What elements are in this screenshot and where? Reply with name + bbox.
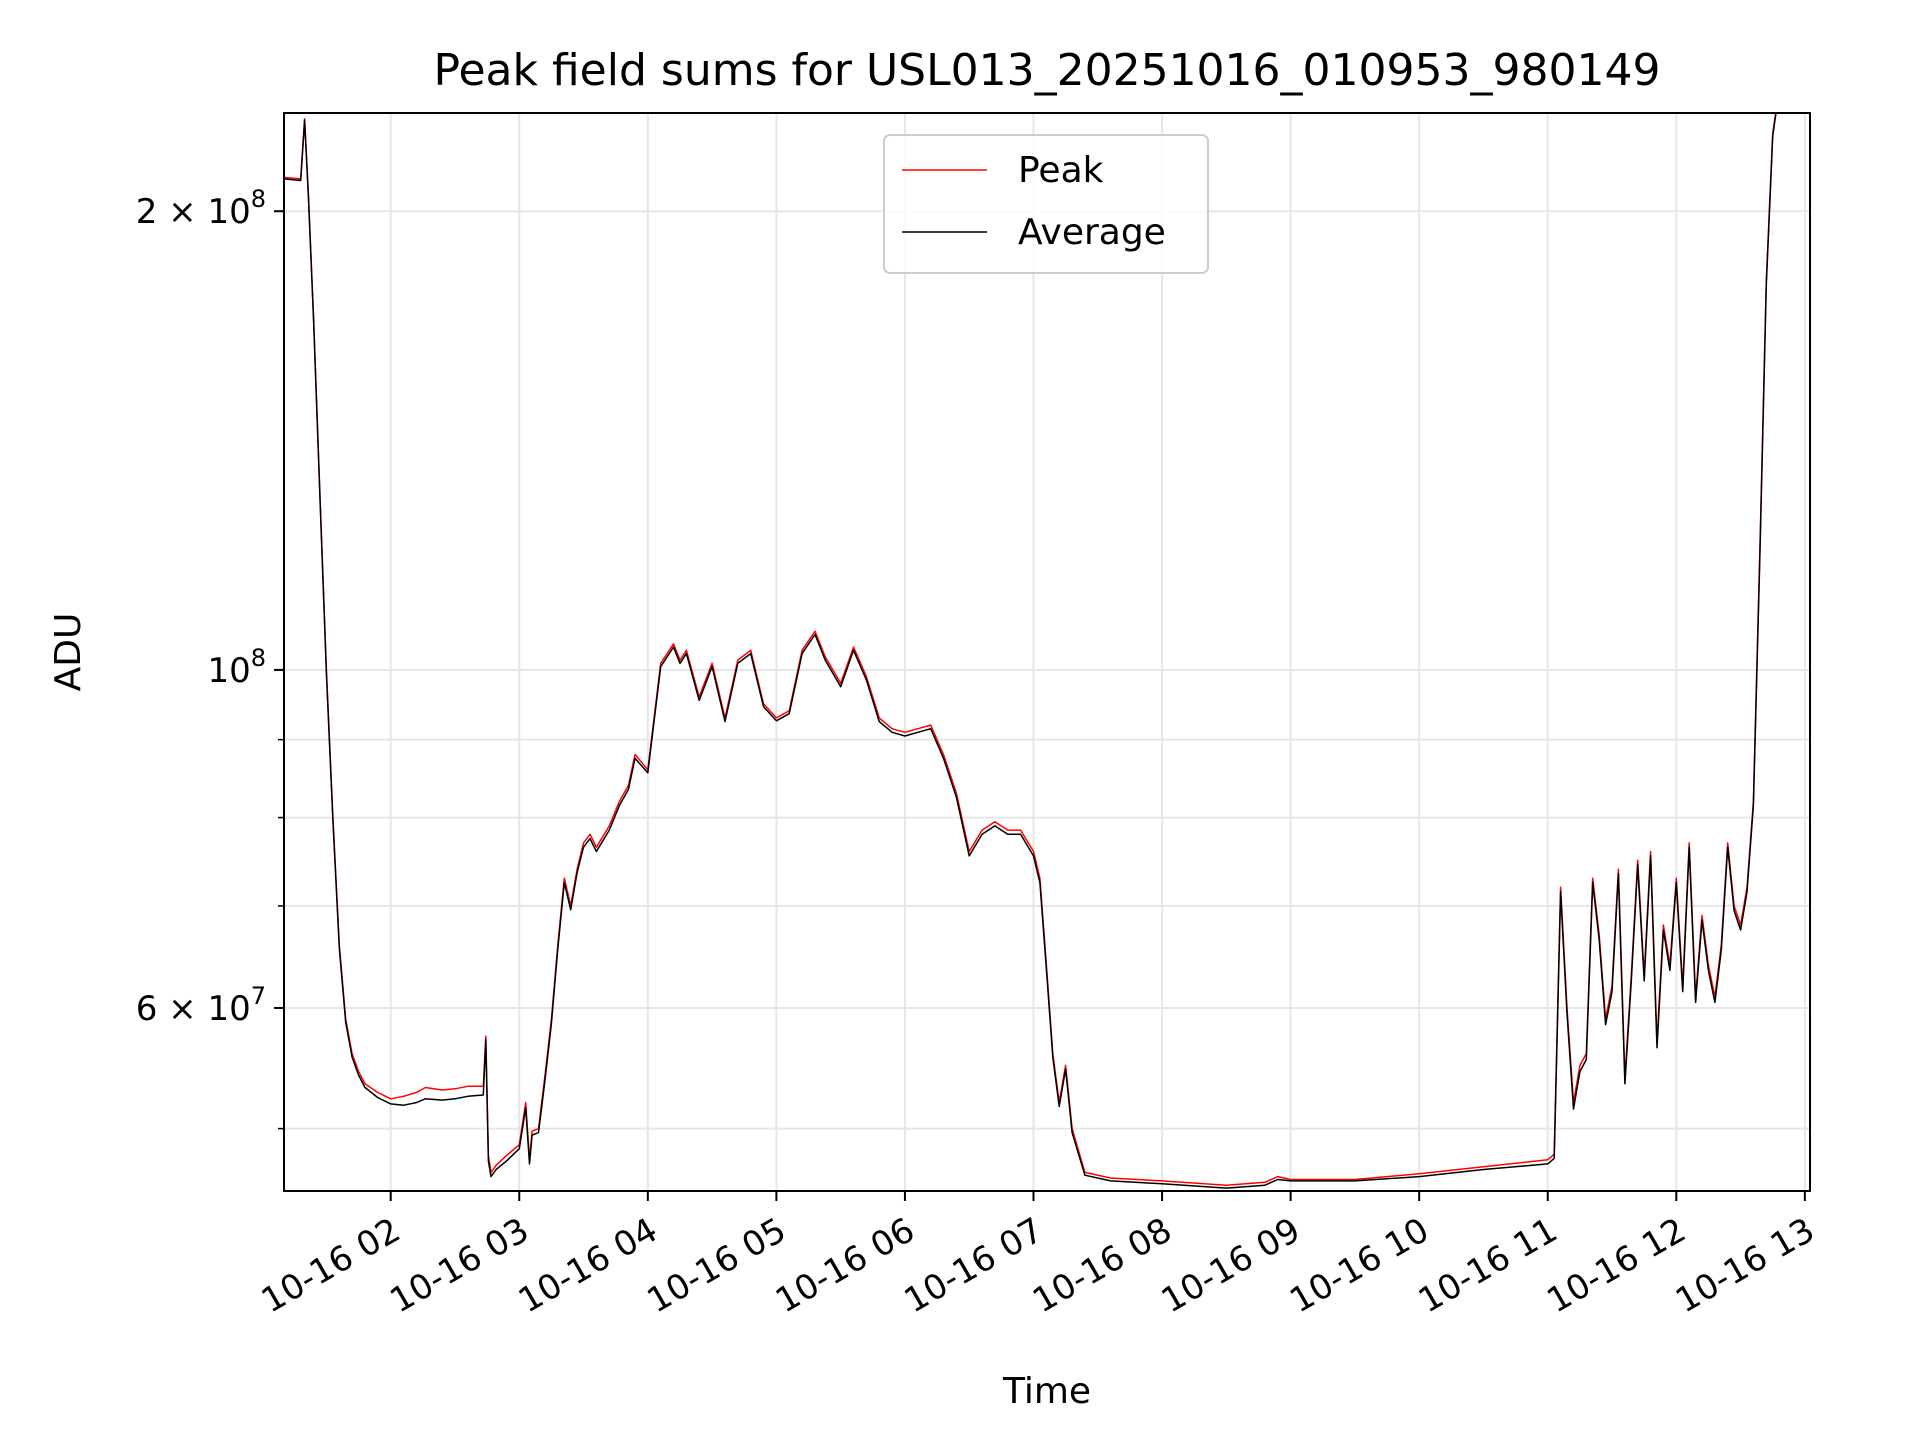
y-tick-label: 2 × 108 (136, 185, 266, 232)
grid (284, 113, 1810, 1191)
y-axis: 6 × 107 108 2 × 108 (136, 185, 284, 1130)
y-tick-label: 6 × 107 (136, 982, 266, 1029)
y-tick-label: 108 (207, 644, 266, 691)
chart-title: Peak field sums for USL013_20251016_0109… (434, 45, 1661, 96)
legend-label-peak: Peak (1018, 150, 1104, 191)
plot-frame (283, 112, 1811, 1192)
series-line-average (284, 113, 1777, 1189)
legend: Peak Average (883, 134, 1209, 274)
x-axis-label: Time (1002, 1371, 1091, 1412)
y-axis-label: ADU (48, 613, 89, 692)
legend-label-average: Average (1018, 212, 1166, 253)
